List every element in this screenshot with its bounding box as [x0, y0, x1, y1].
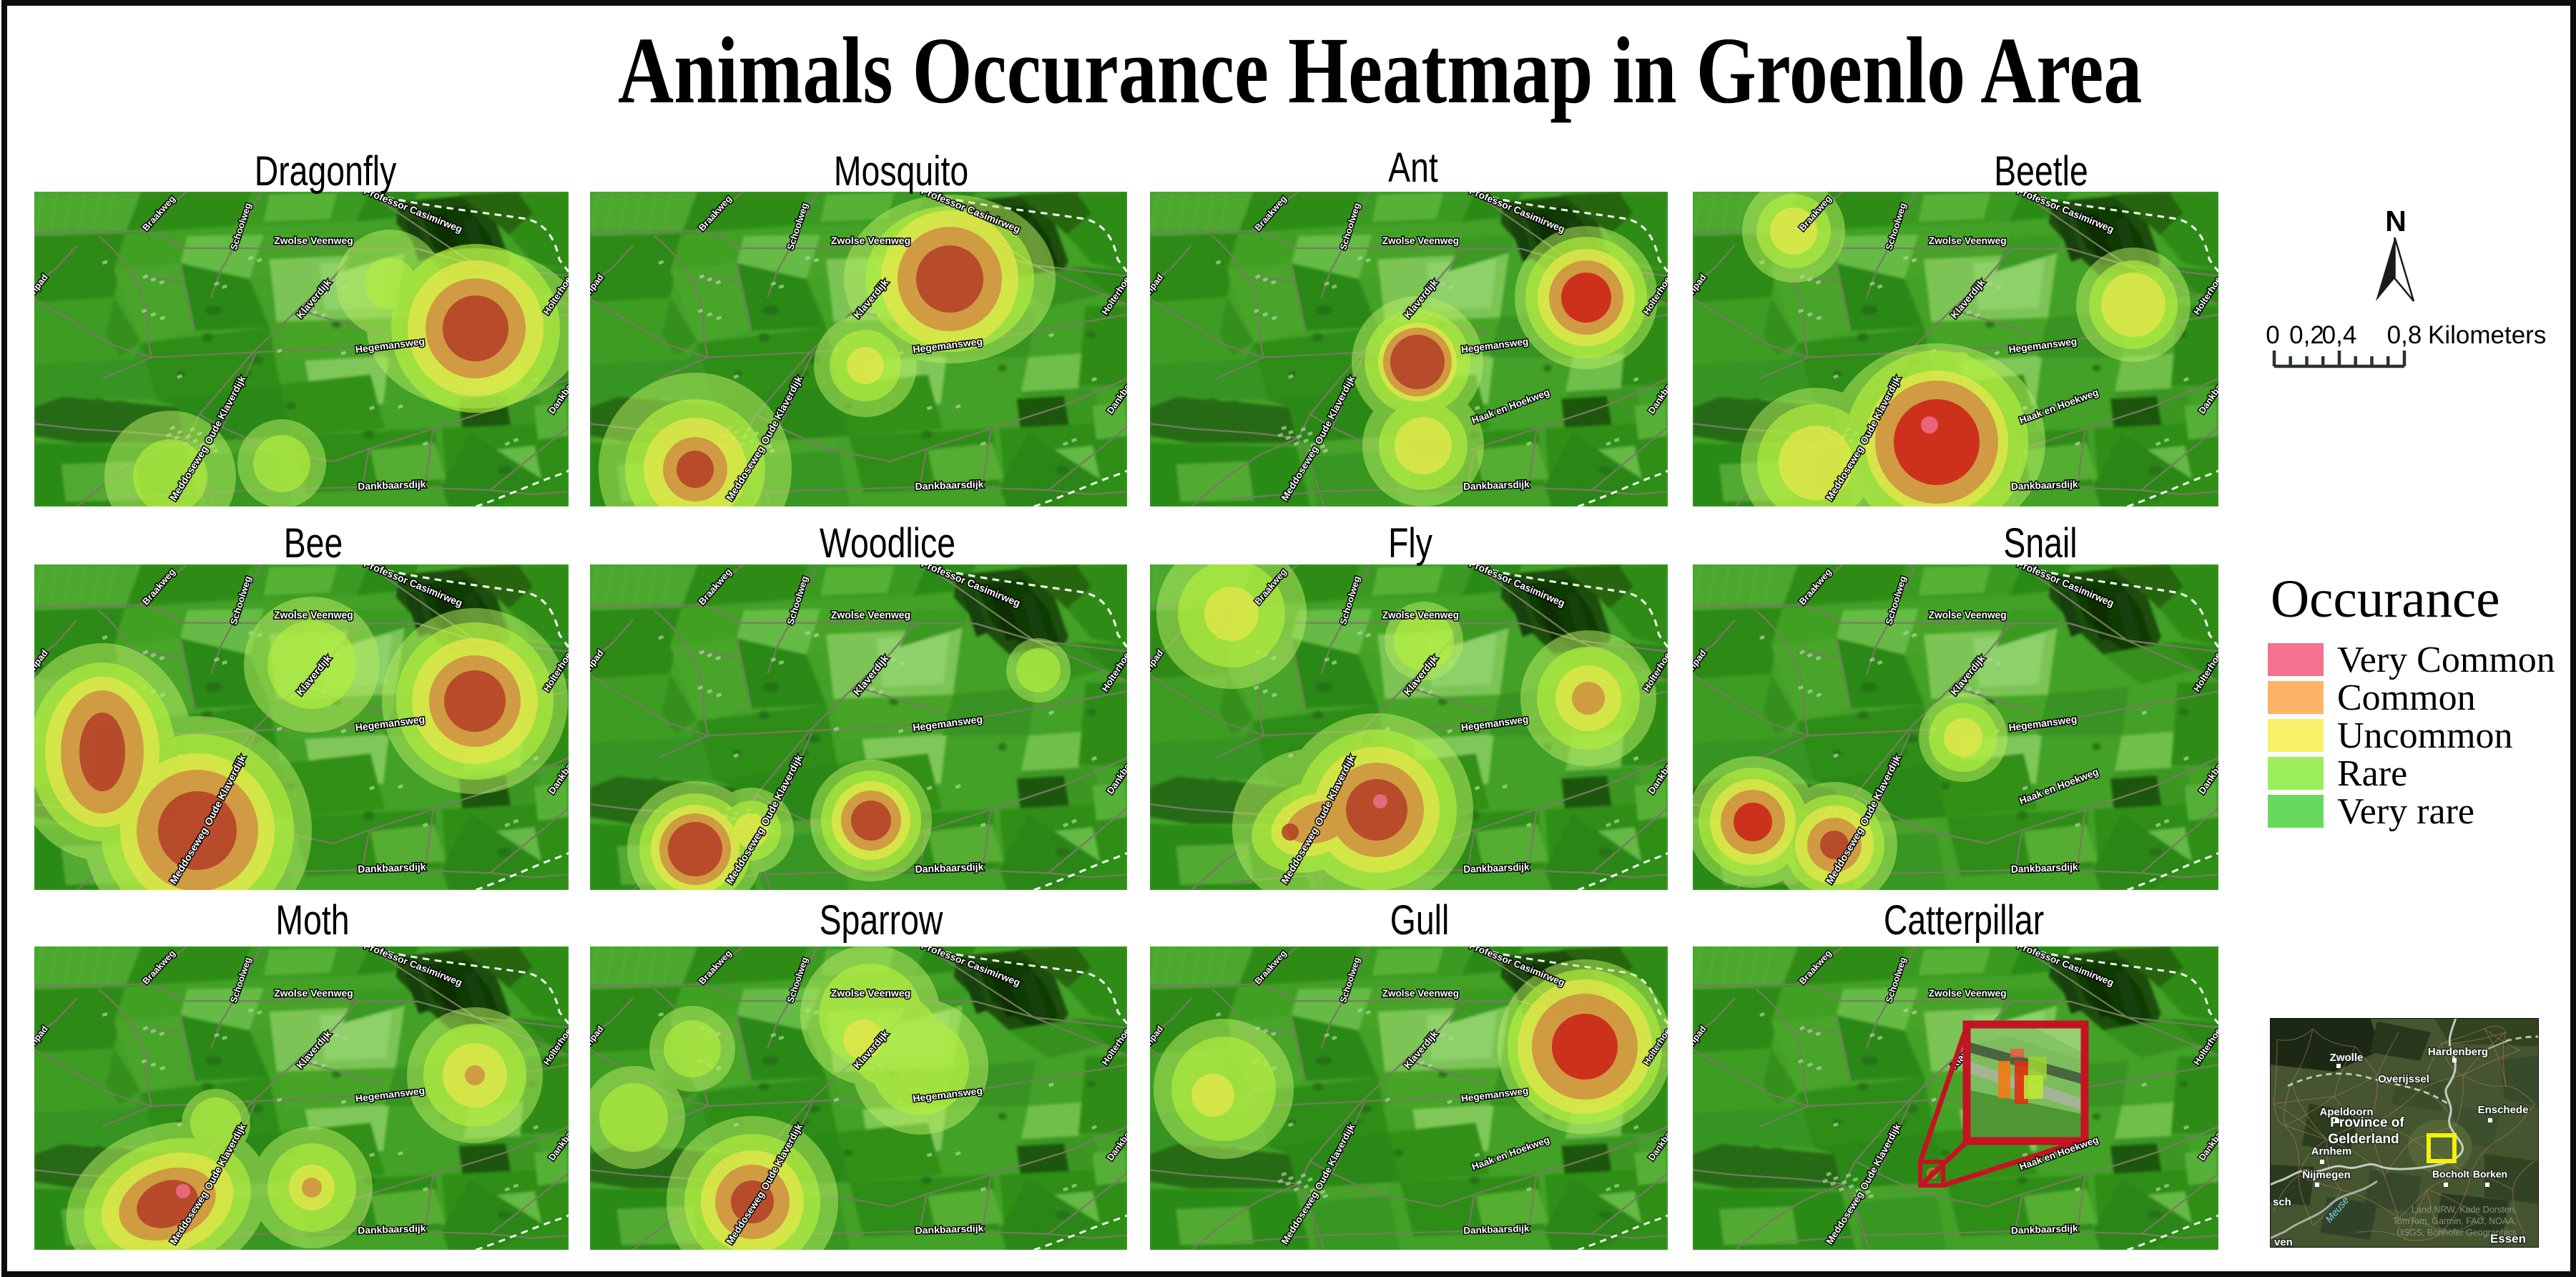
svg-text:Enschede: Enschede [2478, 1104, 2529, 1116]
svg-text:USGS, Bonhofer Geographics: USGS, Bonhofer Geographics [2397, 1228, 2517, 1238]
svg-text:Province of: Province of [2330, 1115, 2404, 1130]
svg-text:0: 0 [2266, 321, 2279, 349]
svg-text:0,8: 0,8 [2387, 321, 2422, 349]
svg-text:Hardenberg: Hardenberg [2428, 1046, 2488, 1058]
svg-text:0,4: 0,4 [2322, 321, 2357, 349]
svg-text:ven: ven [2274, 1236, 2293, 1248]
svg-text:Borken: Borken [2473, 1168, 2507, 1180]
svg-text:N: N [2385, 205, 2407, 238]
svg-text:TomTom, Garmin, FAO, NOAA,: TomTom, Garmin, FAO, NOAA, [2393, 1216, 2517, 1226]
svg-text:Essen: Essen [2490, 1232, 2526, 1246]
svg-text:Nijmegen: Nijmegen [2302, 1169, 2351, 1181]
svg-text:Gelderland: Gelderland [2328, 1132, 2399, 1147]
svg-text:sch: sch [2273, 1196, 2291, 1208]
svg-text:Arnhem: Arnhem [2311, 1145, 2352, 1158]
svg-text:0,2: 0,2 [2289, 321, 2324, 349]
svg-text:Kilometers: Kilometers [2428, 321, 2546, 349]
svg-text:Overijssel: Overijssel [2378, 1073, 2429, 1085]
svg-text:Apeldoorn: Apeldoorn [2320, 1106, 2374, 1118]
svg-text:Zwolle: Zwolle [2330, 1052, 2364, 1064]
svg-text:Land NRW, Kade Dorsten,: Land NRW, Kade Dorsten, [2412, 1205, 2517, 1215]
svg-text:Bocholt: Bocholt [2432, 1168, 2469, 1180]
